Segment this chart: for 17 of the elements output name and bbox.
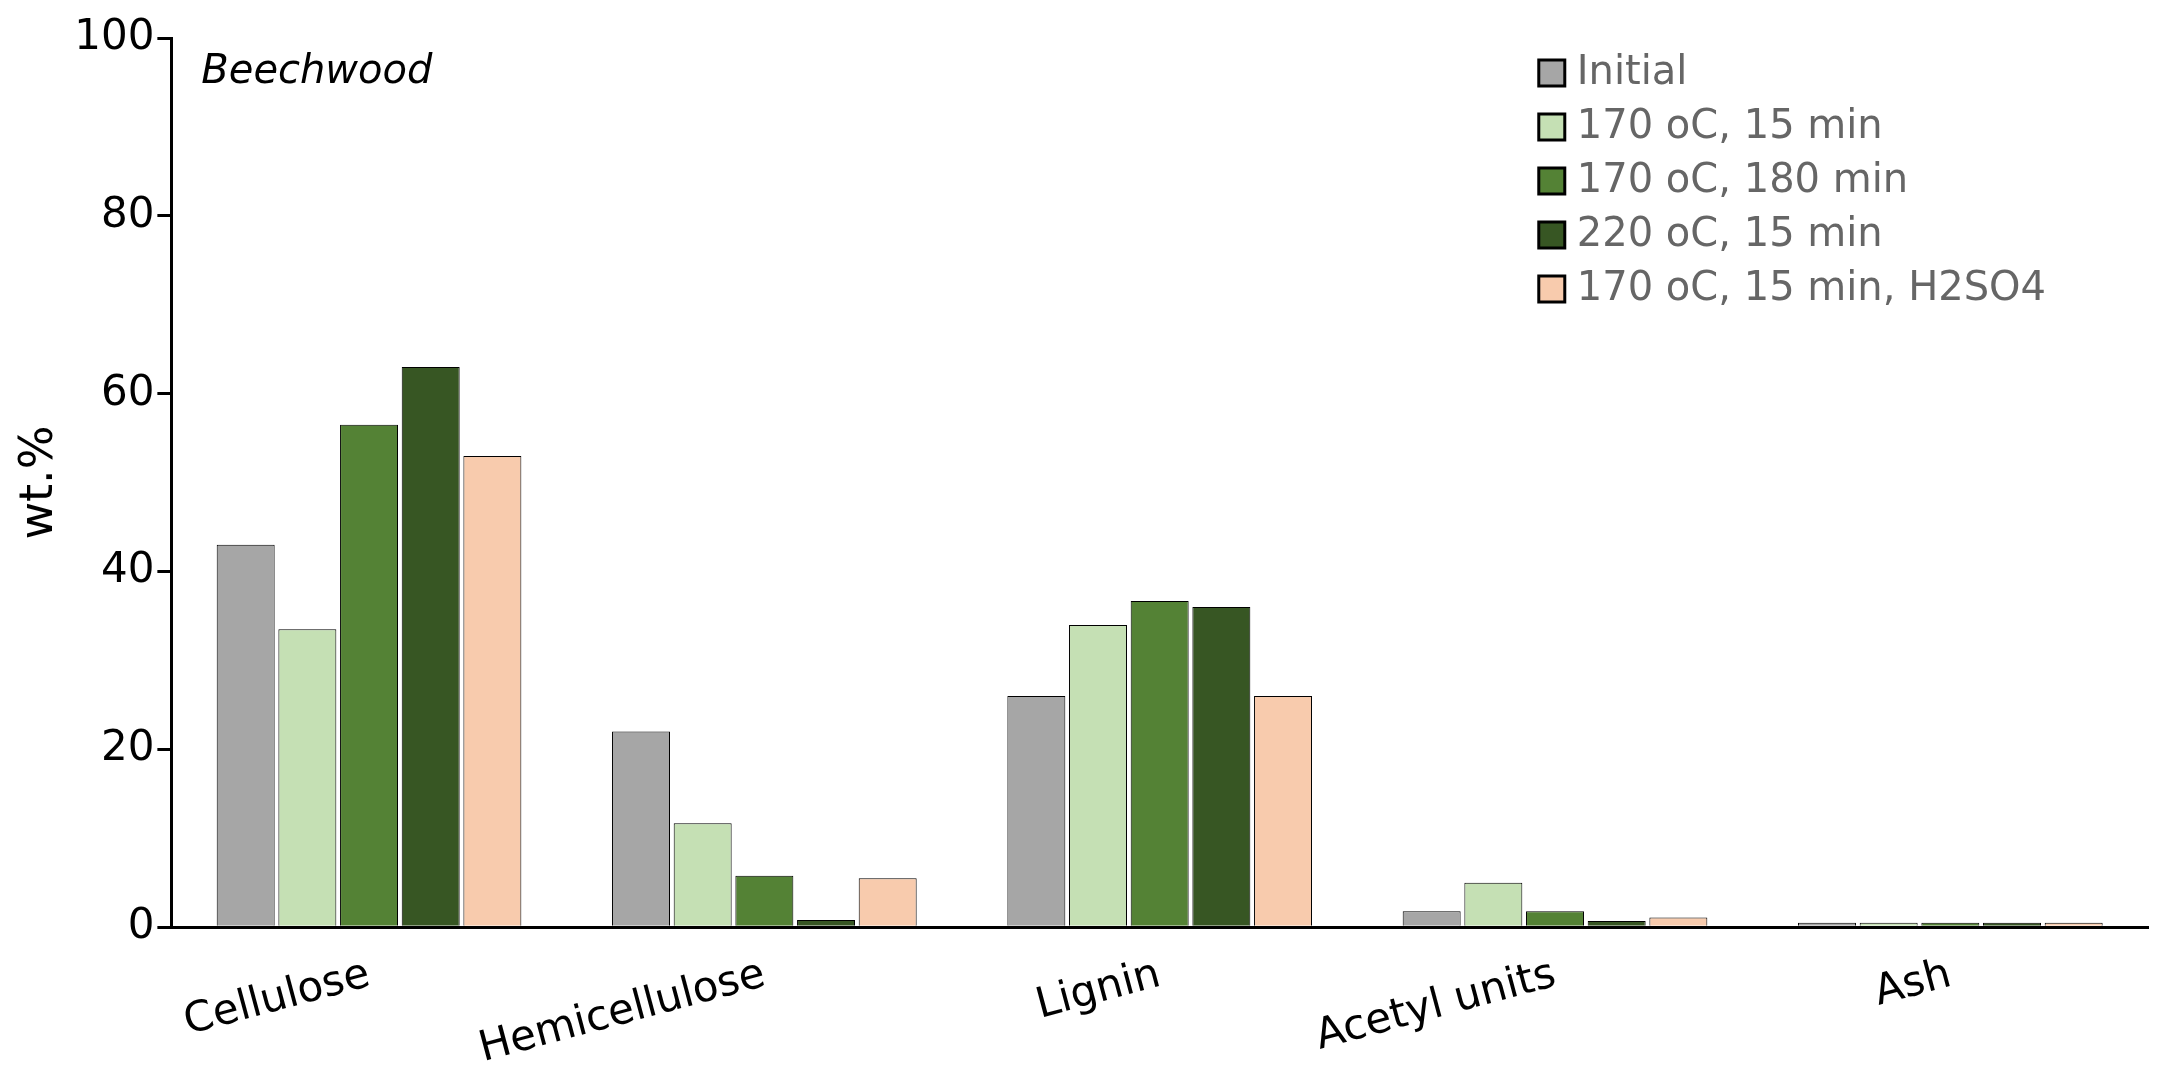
y-axis-title: wt.% (8, 425, 63, 540)
legend-label: 170 oC, 180 min (1576, 155, 1909, 202)
legend-label: 220 oC, 15 min (1576, 209, 1883, 256)
y-tick-label: 100 (74, 9, 155, 59)
legend-label: 170 oC, 15 min (1576, 101, 1883, 148)
y-tick-label: 20 (100, 721, 155, 771)
y-tick-label: 0 (127, 899, 155, 949)
y-tick-label: 80 (100, 187, 155, 237)
y-tick-label: 40 (100, 543, 155, 593)
legend-label: 170 oC, 15 min, H2SO4 (1576, 263, 2046, 310)
y-tick-label: 60 (100, 365, 155, 415)
legend-label: Initial (1576, 47, 1688, 94)
x-tick-label: Cellulose (178, 947, 375, 1044)
x-tick-label: Ash (1868, 947, 1956, 1015)
x-tick-label: Lignin (1030, 947, 1166, 1028)
x-tick-label: Acetyl units (1309, 947, 1561, 1059)
annotation: Beechwood (201, 46, 434, 93)
